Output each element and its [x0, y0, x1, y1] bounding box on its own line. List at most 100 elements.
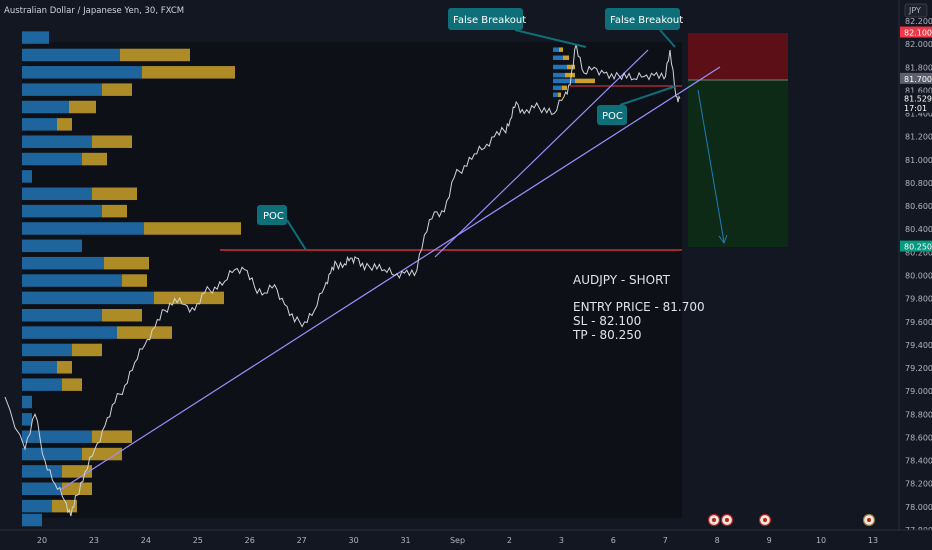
time-tick-label: 23 [89, 536, 99, 545]
breakout-callout-box [605, 8, 680, 30]
trendline-long [59, 66, 721, 491]
volume-bar-sell [22, 361, 57, 374]
volume-bar-buy [92, 187, 137, 201]
time-tick-label: Sep [450, 536, 465, 545]
price-tick-label: 80.800 [905, 179, 932, 188]
economic-event-icon[interactable] [862, 513, 876, 527]
volume-bar-buy [142, 66, 235, 79]
poc-callout-box [257, 205, 287, 225]
price-tick-label: 78.200 [905, 480, 932, 489]
price-tick-label: 79.600 [905, 318, 932, 327]
volume-bar-sell [553, 85, 562, 91]
volume-bar-sell [22, 66, 142, 79]
volume-bar-sell [553, 72, 565, 78]
price-label-text: 17:01 [904, 104, 927, 113]
volume-bar-sell [22, 430, 92, 443]
volume-bar-buy [57, 118, 72, 131]
target-arrowhead [718, 234, 728, 245]
volume-bar-sell [553, 47, 559, 52]
price-tick-label: 81.000 [905, 156, 932, 165]
volume-profile-recent [553, 47, 595, 98]
time-tick-label: 13 [868, 536, 878, 545]
currency-badge [904, 3, 928, 18]
price-tick-label: 80.600 [905, 202, 932, 211]
time-axis-background [0, 530, 932, 550]
time-axis-ticks: 20 23 24 25 26 27 30 31 Sep 2 3 6 7 8 9 10 13 [37, 536, 878, 545]
time-tick-label: 9 [767, 536, 772, 545]
time-tick-label: 8 [715, 536, 720, 545]
volume-bar-sell [22, 48, 120, 62]
poc-callout-left: POC [257, 205, 307, 251]
poc-callout-pointer [619, 85, 677, 106]
volume-bar-buy [144, 222, 241, 235]
volume-bar-buy [563, 55, 569, 61]
event-markers[interactable] [707, 513, 876, 527]
price-label-badge [900, 101, 932, 113]
volume-bar-buy [102, 204, 127, 218]
economic-event-icon[interactable] [707, 513, 721, 527]
trade-note-direction: AUDJPY - SHORT [573, 273, 671, 287]
volume-bar-sell [22, 308, 102, 322]
breakout-callout-pointer [659, 29, 676, 48]
volume-bar-buy [52, 499, 77, 513]
volume-bar-sell [22, 413, 32, 426]
time-tick-label: 3 [559, 536, 564, 545]
volume-bar-buy [62, 482, 92, 496]
economic-event-icon[interactable] [720, 513, 734, 527]
poc-callout-label: POC [263, 211, 284, 222]
volume-bar-sell [22, 465, 62, 478]
volume-bar-sell [22, 256, 104, 270]
volume-bar-sell [22, 118, 57, 131]
breakout-callout-box [448, 8, 523, 30]
poc-callout-label: POC [602, 111, 623, 122]
volume-bar-buy [72, 343, 102, 357]
volume-bar-buy [562, 85, 567, 91]
volume-bar-sell [22, 222, 144, 235]
volume-bar-buy [567, 64, 575, 70]
volume-bar-sell [22, 482, 62, 496]
time-tick-label: 27 [297, 536, 307, 545]
price-tick-label: 79.200 [905, 364, 932, 373]
breakout-callout-label: False Breakout [453, 15, 526, 26]
time-tick-label: 7 [663, 536, 668, 545]
trade-note-tp: TP - 80.250 [572, 328, 642, 342]
time-tick-label: 26 [245, 536, 255, 545]
price-label-badge [900, 26, 932, 38]
volume-bar-buy [62, 378, 82, 391]
price-label-text: 80.250 [904, 243, 932, 252]
price-tick-label: 80.200 [905, 248, 932, 257]
volume-bar-buy [558, 92, 561, 98]
time-axis[interactable]: 20 23 24 25 26 27 30 31 Sep 2 3 6 7 8 9 10 13 [0, 529, 932, 550]
volume-bar-sell [22, 187, 92, 201]
price-axis[interactable]: JPY 82.200 82.000 81.800 81.600 81.400 81.200… [898, 0, 932, 535]
volume-bar-sell [553, 78, 575, 84]
price-axis-background [899, 0, 932, 530]
economic-event-icon[interactable] [758, 513, 772, 527]
price-label-text: 82.100 [904, 29, 932, 38]
false-breakout-callout-right: False Breakout [605, 8, 683, 48]
price-tick-label: 78.600 [905, 433, 932, 442]
trendline-steep [434, 49, 649, 258]
volume-bar-sell [22, 326, 117, 339]
price-tick-label: 81.200 [905, 133, 932, 142]
price-label-badge [900, 92, 932, 104]
volume-bar-sell [22, 378, 62, 391]
volume-bar-sell [22, 170, 32, 183]
volume-bar-buy [92, 135, 132, 148]
chart-title: Australian Dollar / Japanese Yen, 30, FX… [4, 6, 184, 16]
price-tick-label: 80.000 [905, 272, 932, 281]
volume-bar-buy [559, 47, 563, 52]
price-line [4, 43, 681, 517]
volume-bar-buy [82, 152, 107, 166]
volume-bar-buy [575, 78, 595, 84]
volume-bar-buy [117, 326, 172, 339]
price-tick-label: 81.400 [905, 110, 932, 119]
volume-bar-buy [69, 100, 96, 114]
price-tick-label: 79.800 [905, 295, 932, 304]
poc-callout-box [597, 105, 627, 125]
breakout-callout-pointer [514, 29, 587, 48]
volume-bar-sell [22, 31, 49, 44]
volume-bar-buy [102, 308, 142, 322]
